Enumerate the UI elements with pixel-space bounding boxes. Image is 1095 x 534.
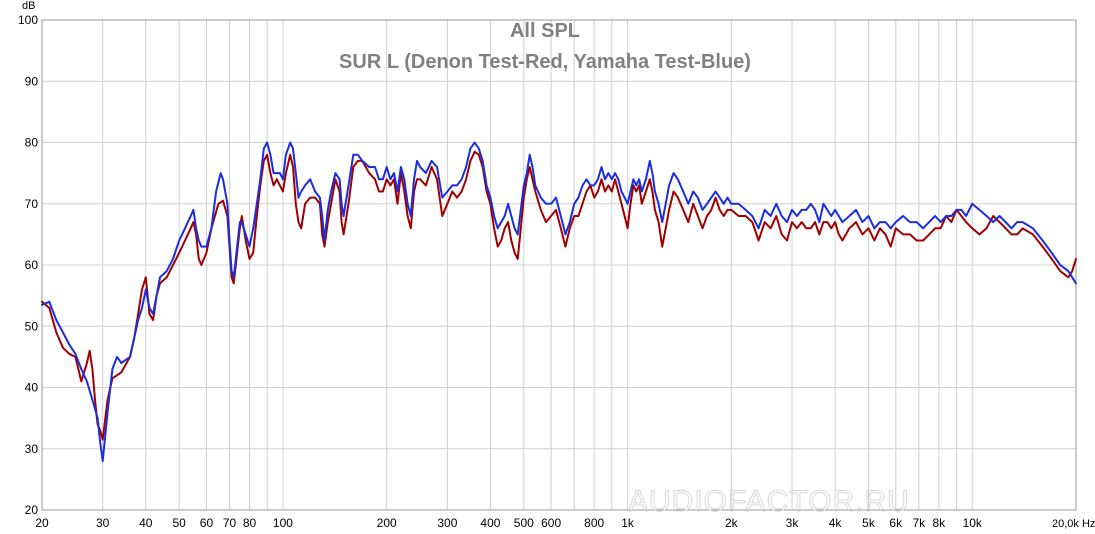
x-tick-label: 500 <box>514 516 534 530</box>
x-tick-label: 30 <box>96 516 110 530</box>
chart-subtitle: SUR L (Denon Test-Red, Yamaha Test-Blue) <box>339 51 751 73</box>
series-line-1 <box>41 150 1077 441</box>
y-tick-label: 40 <box>25 381 39 395</box>
series-line-2 <box>41 141 1077 462</box>
y-tick-label: 30 <box>25 442 39 456</box>
plot-frame <box>41 19 1077 511</box>
x-tick-label: 300 <box>437 516 457 530</box>
x-tick-label: 2k <box>725 516 739 530</box>
y-tick-label: 70 <box>25 197 39 211</box>
y-tick-label: 50 <box>25 319 39 333</box>
x-tick-label: 7k <box>913 516 927 530</box>
x-tick-label: 50 <box>172 516 186 530</box>
y-tick-label: 100 <box>18 13 38 27</box>
x-tick-label: 400 <box>480 516 500 530</box>
x-tick-label: 4k <box>829 516 843 530</box>
y-tick-labels: 20 30 40 50 60 70 80 90 100 <box>18 13 38 517</box>
x-tick-labels: 20 30 40 50 60 70 80 100 200 300 400 500 600 800 1k 2k 3… <box>35 516 983 530</box>
y-tick-label: 90 <box>25 74 39 88</box>
x-tick-label: 80 <box>243 516 257 530</box>
grid <box>41 19 1077 511</box>
x-tick-label: 20 <box>35 516 49 530</box>
y-tick-label: 20 <box>25 503 39 517</box>
x-tick-label: 40 <box>139 516 153 530</box>
x-axis-unit: 20,0k Hz <box>1052 518 1095 530</box>
x-tick-label: 3k <box>786 516 800 530</box>
x-tick-label: 10k <box>963 516 983 530</box>
watermark: AUDIOFACTOR.RU <box>628 485 910 518</box>
x-tick-label: 60 <box>200 516 214 530</box>
x-tick-label: 6k <box>889 516 903 530</box>
series-layer <box>41 141 1077 462</box>
x-tick-label: 5k <box>862 516 876 530</box>
x-tick-label: 70 <box>223 516 237 530</box>
y-axis-unit: dB <box>22 0 35 12</box>
x-tick-label: 200 <box>377 516 397 530</box>
y-tick-label: 80 <box>25 136 39 150</box>
x-tick-label: 1k <box>621 516 635 530</box>
x-tick-label: 100 <box>273 516 293 530</box>
x-tick-label: 600 <box>541 516 561 530</box>
chart-title: All SPL <box>510 20 580 42</box>
x-tick-label: 800 <box>584 516 604 530</box>
x-tick-label: 8k <box>932 516 946 530</box>
y-tick-label: 60 <box>25 258 39 272</box>
